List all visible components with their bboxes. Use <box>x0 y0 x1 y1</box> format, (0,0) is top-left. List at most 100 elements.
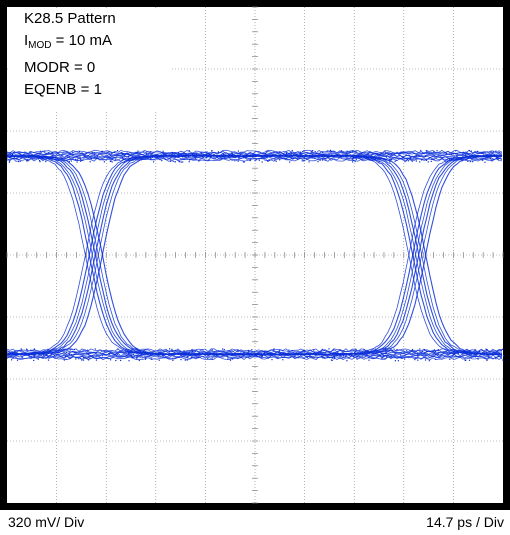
noise-sample <box>30 356 32 358</box>
noise-sample <box>47 348 49 350</box>
noise-sample <box>389 161 391 163</box>
noise-sample <box>273 151 275 153</box>
noise-sample <box>104 350 106 352</box>
noise-sample <box>271 359 273 361</box>
noise-sample <box>188 161 190 163</box>
noise-sample <box>13 156 15 158</box>
noise-sample <box>400 357 402 359</box>
noise-sample <box>194 350 196 352</box>
noise-sample <box>47 359 50 361</box>
noise-sample <box>283 155 285 157</box>
noise-sample <box>138 359 140 362</box>
noise-sample <box>202 153 204 155</box>
noise-sample <box>136 356 139 358</box>
noise-sample <box>371 159 373 161</box>
noise-sample <box>275 160 277 162</box>
noise-sample <box>70 160 72 162</box>
noise-sample <box>179 155 181 157</box>
noise-sample <box>336 351 339 353</box>
noise-sample <box>125 154 127 156</box>
noise-sample <box>136 358 138 360</box>
noise-sample <box>404 358 406 360</box>
noise-sample <box>463 157 465 159</box>
noise-sample <box>56 152 59 154</box>
imod-symbol: I <box>24 32 29 49</box>
noise-sample <box>355 150 357 152</box>
noise-sample <box>89 161 91 163</box>
noise-sample <box>429 354 431 356</box>
noise-sample <box>57 351 59 353</box>
noise-sample <box>350 354 352 356</box>
noise-sample <box>321 159 324 161</box>
noise-sample <box>103 161 105 163</box>
noise-sample <box>332 349 334 351</box>
noise-sample <box>33 355 35 357</box>
noise-sample <box>188 150 190 152</box>
noise-sample <box>379 154 381 156</box>
noise-sample <box>211 150 213 152</box>
noise-sample <box>12 356 14 358</box>
noise-sample <box>140 159 142 161</box>
noise-sample <box>495 157 498 159</box>
noise-sample <box>346 360 348 362</box>
noise-sample <box>311 150 313 152</box>
noise-sample <box>73 351 76 353</box>
noise-sample <box>186 359 188 361</box>
noise-sample <box>291 149 293 152</box>
noise-sample <box>233 155 235 158</box>
noise-sample <box>497 156 499 158</box>
noise-sample <box>310 151 312 153</box>
noise-sample <box>446 160 449 163</box>
noise-sample <box>421 159 423 161</box>
noise-sample <box>229 359 232 361</box>
noise-sample <box>477 155 479 157</box>
noise-sample <box>14 351 16 353</box>
noise-sample <box>11 353 14 355</box>
noise-sample <box>270 156 272 158</box>
noise-sample <box>394 352 396 354</box>
noise-sample <box>449 358 451 360</box>
noise-sample <box>139 349 141 352</box>
noise-sample <box>352 150 354 152</box>
noise-sample <box>468 359 471 361</box>
noise-sample <box>491 160 493 162</box>
noise-sample <box>331 359 333 361</box>
noise-sample <box>405 159 407 161</box>
noise-sample <box>468 353 470 355</box>
noise-sample <box>68 353 70 355</box>
noise-sample <box>63 349 65 351</box>
noise-sample <box>102 350 105 352</box>
noise-sample <box>437 349 439 351</box>
noise-sample <box>231 153 234 155</box>
noise-sample <box>128 352 130 354</box>
noise-sample <box>320 351 322 353</box>
noise-sample <box>93 154 95 156</box>
noise-sample <box>74 352 77 354</box>
noise-sample <box>398 153 400 155</box>
noise-sample <box>285 153 287 155</box>
noise-sample <box>455 153 457 155</box>
noise-sample <box>171 348 173 350</box>
noise-sample <box>438 351 440 353</box>
noise-sample <box>468 150 471 152</box>
noise-sample <box>62 349 64 351</box>
noise-sample <box>177 156 180 158</box>
noise-sample <box>121 152 123 154</box>
noise-sample <box>162 150 164 152</box>
noise-sample <box>328 155 330 157</box>
noise-sample <box>181 156 184 158</box>
noise-sample <box>9 157 11 159</box>
noise-sample <box>382 354 384 356</box>
noise-sample <box>496 351 498 353</box>
noise-sample <box>141 158 143 160</box>
noise-sample <box>223 156 225 158</box>
noise-sample <box>150 358 152 360</box>
noise-sample <box>391 349 393 352</box>
noise-sample <box>404 151 406 153</box>
noise-sample <box>19 160 22 162</box>
annotation-box: K28.5 Pattern IMOD = 10 mA MODR = 0 EQEN… <box>10 8 170 112</box>
imod-subscript: MOD <box>28 40 52 51</box>
noise-sample <box>317 161 319 163</box>
noise-sample <box>284 353 287 355</box>
noise-sample <box>95 359 97 361</box>
